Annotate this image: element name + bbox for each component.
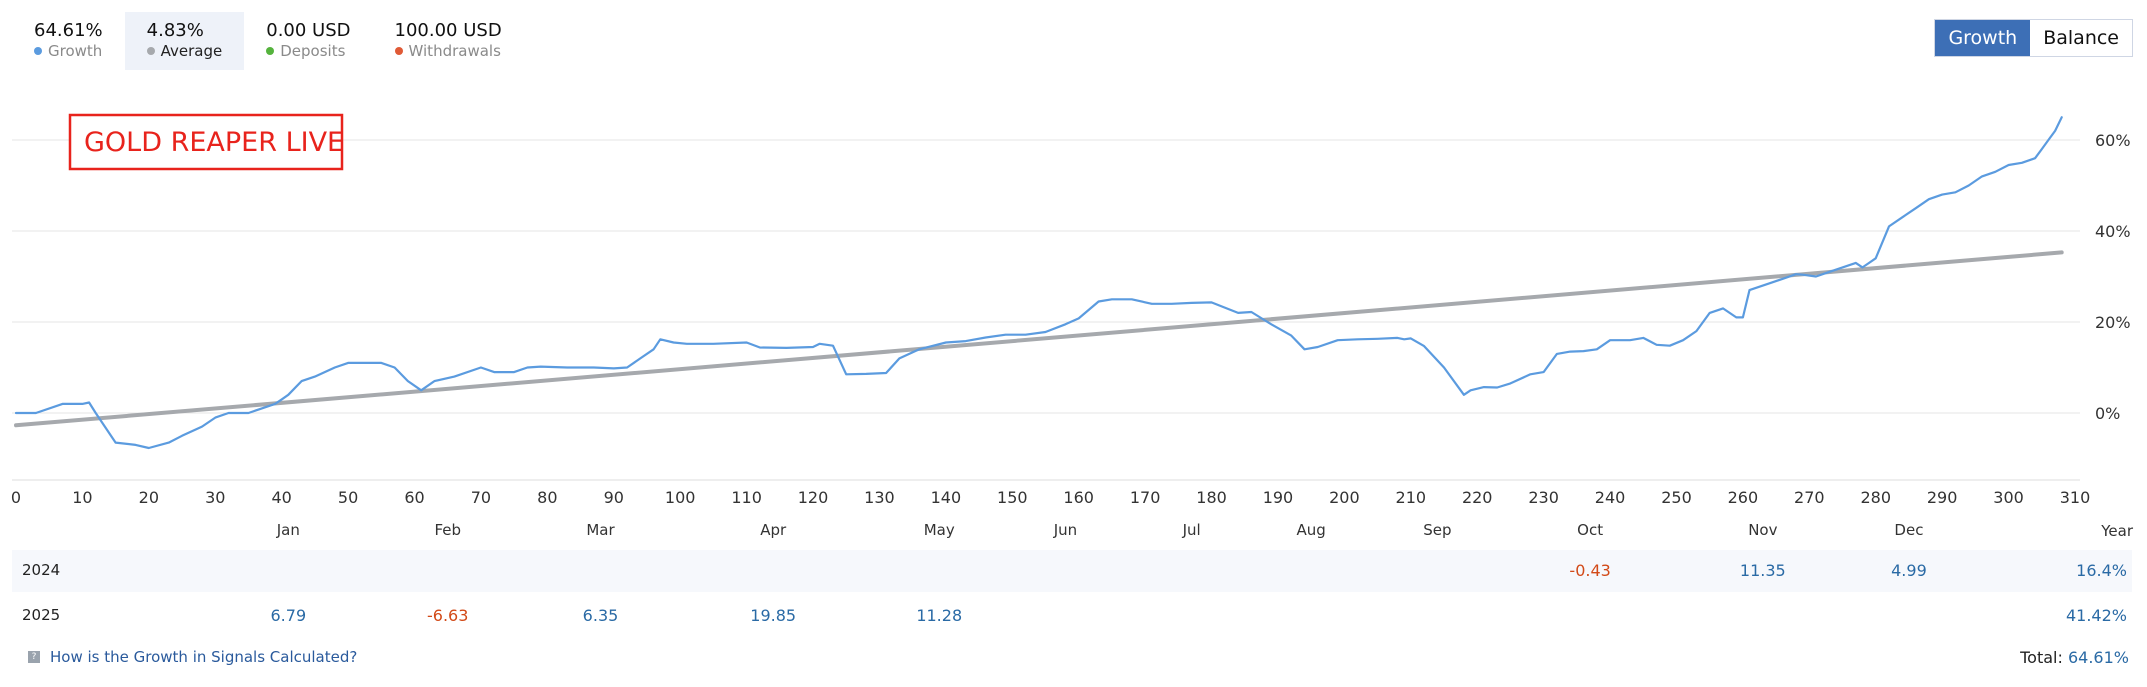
- x-tick-label: 210: [1396, 488, 1427, 507]
- stat-growth-label: Growth: [48, 42, 103, 60]
- stat-deposits-label: Deposits: [280, 42, 346, 60]
- month-label-jan: Jan: [276, 521, 300, 539]
- stats-bar: 64.61% Growth 4.83% Average 0.00 USD Dep…: [12, 12, 524, 70]
- x-tick-label: 10: [72, 488, 92, 507]
- month-label-nov: Nov: [1748, 521, 1777, 539]
- x-tick-label: 280: [1860, 488, 1891, 507]
- month-label-may: May: [924, 521, 955, 539]
- average-dot-icon: [146, 47, 155, 55]
- month-label-jun: Jun: [1053, 521, 1077, 539]
- series-layer: [14, 116, 2064, 450]
- stat-growth-value: 64.61%: [34, 20, 103, 41]
- table-row: 2025 6.79 -6.63 6.35 19.85 11.28 41.42%: [12, 595, 2132, 637]
- stat-withdrawals-value: 100.00 USD: [394, 20, 502, 41]
- stat-growth[interactable]: 64.61% Growth: [12, 12, 125, 70]
- month-label-feb: Feb: [434, 521, 461, 539]
- stat-deposits[interactable]: 0.00 USD Deposits: [244, 12, 372, 70]
- x-tick-label: 90: [604, 488, 624, 507]
- chart-title: GOLD REAPER LIVE: [84, 127, 344, 158]
- axes: 0% 20% 40% 60% 0 10 20 30 40 50 60 70 80 90 100 110 120 1…: [11, 131, 2131, 539]
- stat-average-label: Average: [160, 42, 223, 60]
- x-tick-label: 160: [1063, 488, 1094, 507]
- growth-button[interactable]: Growth: [1935, 20, 2031, 56]
- x-tick-label: 290: [1927, 488, 1958, 507]
- series-average: [14, 250, 2064, 428]
- month-value: 11.28: [916, 606, 963, 625]
- x-tick-label: 120: [798, 488, 829, 507]
- withdrawals-dot-icon: [394, 47, 403, 55]
- x-tick-label: 80: [537, 488, 557, 507]
- month-label-aug: Aug: [1297, 521, 1326, 539]
- month-value: 19.85: [750, 606, 797, 625]
- growth-chart: 0% 20% 40% 60% 0 10 20 30 40 50 60 70 80 90 100 110 120 1…: [11, 113, 2131, 539]
- x-tick-label: 230: [1528, 488, 1559, 507]
- stat-average-value: 4.83%: [146, 20, 204, 41]
- stat-withdrawals[interactable]: 100.00 USD Withdrawals: [373, 12, 524, 70]
- month-value: 11.35: [1739, 561, 1786, 580]
- month-label-oct: Oct: [1577, 521, 1603, 539]
- help-link[interactable]: ? How is the Growth in Signals Calculate…: [28, 648, 357, 666]
- x-tick-label: 200: [1329, 488, 1360, 507]
- x-tick-label: 220: [1462, 488, 1493, 507]
- title-frame: [68, 113, 344, 171]
- y-tick-label: 0%: [2095, 404, 2120, 423]
- year-column-header: Year: [2101, 522, 2133, 540]
- month-label-sep: Sep: [1423, 521, 1451, 539]
- x-tick-label: 70: [471, 488, 491, 507]
- month-value: 6.79: [270, 606, 307, 625]
- x-tick-label: 100: [665, 488, 696, 507]
- month-value: 4.99: [1891, 561, 1927, 580]
- month-label-mar: Mar: [586, 521, 615, 539]
- x-tick-label: 20: [139, 488, 159, 507]
- chart-mode-toggle: Growth Balance: [1934, 19, 2133, 57]
- stat-average[interactable]: 4.83% Average: [124, 12, 245, 70]
- row-year: 2024: [22, 561, 61, 579]
- x-tick-label: 300: [1993, 488, 2024, 507]
- month-label-jul: Jul: [1182, 521, 1201, 539]
- x-tick-label: 140: [931, 488, 962, 507]
- x-tick-label: 50: [338, 488, 358, 507]
- y-tick-label: 20%: [2095, 313, 2131, 332]
- month-value: 6.35: [582, 606, 619, 625]
- month-label-dec: Dec: [1894, 521, 1923, 539]
- month-value: -6.63: [427, 606, 469, 625]
- x-tick-label: 150: [997, 488, 1028, 507]
- x-tick-label: 310: [2060, 488, 2091, 507]
- x-tick-label: 250: [1661, 488, 1692, 507]
- year-total: 16.4%: [2076, 561, 2127, 580]
- chart-title-box: GOLD REAPER LIVE: [68, 113, 344, 171]
- grid-lines: [12, 139, 2080, 414]
- growth-dot-icon: [34, 47, 42, 55]
- table-row: 2024 -0.43 11.35 4.99 16.4%: [12, 550, 2132, 592]
- question-icon: ?: [28, 651, 40, 663]
- x-tick-label: 110: [731, 488, 762, 507]
- stat-deposits-value: 0.00 USD: [266, 20, 351, 41]
- row-year: 2025: [22, 606, 61, 624]
- x-tick-label: 190: [1263, 488, 1294, 507]
- balance-button[interactable]: Balance: [2030, 20, 2132, 56]
- x-tick-label: 270: [1794, 488, 1825, 507]
- x-tick-label: 240: [1595, 488, 1626, 507]
- x-tick-label: 260: [1728, 488, 1759, 507]
- month-value: -0.43: [1569, 561, 1611, 580]
- x-tick-label: 60: [404, 488, 424, 507]
- x-tick-label: 0: [11, 488, 21, 507]
- y-tick-label: 40%: [2095, 222, 2131, 241]
- month-label-apr: Apr: [760, 521, 787, 539]
- x-tick-label: 40: [271, 488, 291, 507]
- y-tick-label: 60%: [2095, 131, 2131, 150]
- x-tick-label: 170: [1130, 488, 1161, 507]
- series-growth: [14, 116, 2063, 450]
- deposits-dot-icon: [266, 47, 275, 55]
- x-tick-label: 180: [1196, 488, 1227, 507]
- total-value: 64.61%: [2067, 648, 2129, 667]
- total-summary: Total: 64.61%: [2020, 648, 2129, 667]
- year-total: 41.42%: [2065, 606, 2127, 625]
- x-tick-label: 30: [205, 488, 225, 507]
- total-label: Total:: [2020, 648, 2063, 667]
- x-tick-label: 130: [864, 488, 895, 507]
- stat-withdrawals-label: Withdrawals: [408, 42, 501, 60]
- help-link-text[interactable]: How is the Growth in Signals Calculated?: [50, 648, 358, 666]
